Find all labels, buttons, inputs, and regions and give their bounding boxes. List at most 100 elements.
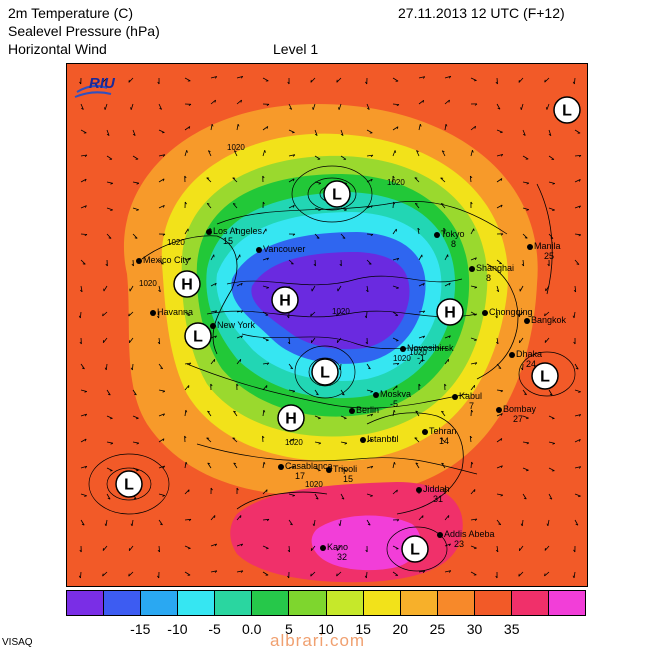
- svg-text:H: H: [444, 305, 456, 322]
- low-pressure-marker: L: [312, 359, 338, 385]
- wind-arrow-head: [311, 314, 312, 316]
- city-marker: Vancouver: [256, 244, 305, 254]
- low-pressure-marker: L: [554, 97, 580, 123]
- title-wind: Horizontal Wind: [8, 41, 107, 58]
- wind-arrow-head: [344, 418, 347, 419]
- colorbar-swatch: [549, 591, 585, 615]
- city-name: Tripoli: [333, 464, 357, 474]
- wind-arrow-head: [317, 238, 319, 239]
- isobar-value-label: 1020: [139, 279, 157, 288]
- city-temperature: 7: [469, 401, 474, 411]
- wind-arrow-head: [318, 418, 321, 419]
- wind-arrow: [81, 234, 87, 235]
- city-temperature: 14: [439, 436, 449, 446]
- colorbar-swatch: [438, 591, 475, 615]
- city-name: Berlin: [356, 405, 379, 415]
- colorbar-tick-label: 25: [430, 621, 446, 637]
- city-name: Jiddah: [423, 484, 450, 494]
- wind-arrow-head: [188, 548, 191, 549]
- wind-arrow-head: [103, 314, 104, 316]
- colorbar-tick-label: -10: [167, 621, 187, 637]
- wind-arrow-head: [136, 418, 138, 419]
- colorbar-swatch: [475, 591, 512, 615]
- colorbar-swatch: [289, 591, 326, 615]
- low-pressure-marker: L: [116, 471, 142, 497]
- city-name: Dhaka: [516, 349, 542, 359]
- city-marker: Mexico City: [136, 255, 190, 265]
- high-pressure-marker: H: [174, 271, 200, 297]
- city-name: Casablanca: [285, 461, 333, 471]
- wind-arrow-head: [135, 238, 137, 239]
- city-temperature: 27: [513, 414, 523, 424]
- colorbar-swatch: [512, 591, 549, 615]
- colorbar-swatch: [327, 591, 364, 615]
- svg-text:H: H: [279, 293, 291, 310]
- svg-text:H: H: [285, 411, 297, 428]
- city-name: Tokyo: [441, 229, 465, 239]
- colorbar-tick-label: 0.0: [242, 621, 261, 637]
- city-temperature: 32: [337, 552, 347, 562]
- colorbar-swatch: [104, 591, 141, 615]
- colorbar-swatch: [178, 591, 215, 615]
- low-pressure-marker: L: [324, 181, 350, 207]
- isobar-value-label: 1020: [167, 238, 185, 247]
- city-marker: Bangkok: [524, 315, 567, 325]
- wind-arrow-head: [526, 470, 528, 471]
- city-name: Addis Abeba: [444, 529, 495, 539]
- wind-arrow-head: [110, 418, 113, 419]
- colorbar-swatch: [252, 591, 289, 615]
- colorbar-swatch: [401, 591, 438, 615]
- city-name: Moskva: [380, 389, 411, 399]
- city-name: Kano: [327, 542, 348, 552]
- svg-text:H: H: [181, 277, 193, 294]
- temperature-colorbar: [66, 590, 586, 616]
- city-name: Istanbul: [367, 434, 399, 444]
- wind-arrow-head: [266, 548, 268, 549]
- city-name: Manila: [534, 241, 561, 251]
- wind-arrow-head: [129, 314, 130, 316]
- colorbar-tick-label: -5: [208, 621, 220, 637]
- city-temperature: 15: [343, 474, 353, 484]
- title-temperature: 2m Temperature (C): [8, 5, 133, 22]
- city-temperature: 8: [451, 239, 456, 249]
- high-pressure-marker: H: [272, 287, 298, 313]
- svg-text:L: L: [540, 369, 550, 386]
- colorbar-swatch: [215, 591, 252, 615]
- logo-text: RIU: [89, 75, 116, 92]
- footer-source: VISAQ: [2, 637, 33, 648]
- svg-text:L: L: [332, 187, 342, 204]
- colorbar-tick-label: 35: [504, 621, 520, 637]
- wind-arrow: [81, 572, 82, 578]
- isobar-value-label: 1020: [305, 480, 323, 489]
- svg-text:L: L: [410, 542, 420, 559]
- city-marker: Chongqing: [482, 307, 533, 317]
- isobar-value-label: 1020: [285, 438, 303, 447]
- city-temperature: 8: [486, 273, 491, 283]
- title-pressure: Sealevel Pressure (hPa): [8, 23, 160, 40]
- high-pressure-marker: H: [278, 405, 304, 431]
- wind-arrow-head: [233, 178, 235, 179]
- wind-arrow-head: [500, 132, 502, 133]
- city-name: Los Angeles: [213, 226, 263, 236]
- city-name: Tehran: [429, 426, 457, 436]
- isobar-value-label: 1020: [227, 143, 245, 152]
- colorbar-tick-label: -15: [130, 621, 150, 637]
- low-pressure-marker: L: [532, 363, 558, 389]
- low-pressure-marker: L: [402, 536, 428, 562]
- svg-text:L: L: [320, 365, 330, 382]
- high-pressure-marker: H: [437, 299, 463, 325]
- wind-arrow-head: [545, 80, 546, 82]
- city-name: Kabul: [459, 391, 482, 401]
- city-name: Mexico City: [143, 255, 190, 265]
- colorbar-tick-label: 20: [392, 621, 408, 637]
- colorbar-swatch: [67, 591, 104, 615]
- city-name: Vancouver: [263, 244, 305, 254]
- wind-arrow-head: [129, 574, 130, 577]
- svg-text:L: L: [193, 329, 203, 346]
- wind-arrow-head: [311, 574, 312, 577]
- city-name: Chongqing: [489, 307, 533, 317]
- wind-arrow-head: [337, 574, 338, 577]
- city-temperature: 25: [544, 251, 554, 261]
- city-name: Shanghai: [476, 263, 514, 273]
